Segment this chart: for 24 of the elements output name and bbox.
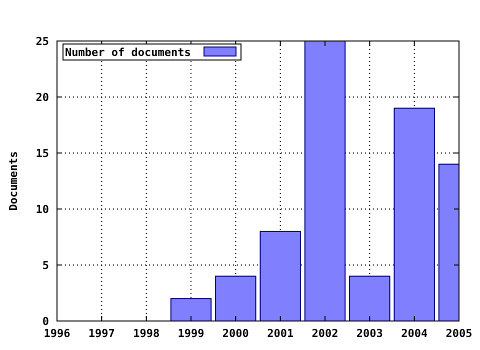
x-tick-label: 1996 (44, 327, 71, 340)
y-tick-label: 0 (42, 315, 49, 328)
x-tick-label: 2003 (356, 327, 383, 340)
legend-label: Number of documents (65, 46, 191, 59)
bar (349, 276, 390, 321)
y-tick-label: 25 (36, 35, 49, 48)
x-tick-label: 2004 (401, 327, 428, 340)
y-tick-label: 10 (36, 203, 49, 216)
y-axis-title: Documents (7, 151, 20, 211)
bar (394, 108, 435, 321)
y-tick-label: 15 (36, 147, 49, 160)
x-tick-label: 2000 (222, 327, 249, 340)
x-tick-label: 1997 (88, 327, 115, 340)
x-tick-label: 2001 (267, 327, 294, 340)
x-tick-label: 2002 (312, 327, 338, 340)
x-tick-label: 2005 (446, 327, 472, 340)
bar (170, 298, 212, 321)
bar (304, 41, 346, 321)
y-tick-label: 5 (42, 259, 49, 272)
bar (260, 230, 301, 321)
x-tick-label: 1998 (133, 327, 160, 340)
bar (215, 276, 256, 321)
y-tick-label: 20 (36, 91, 49, 104)
x-tick-label: 1999 (178, 327, 204, 340)
